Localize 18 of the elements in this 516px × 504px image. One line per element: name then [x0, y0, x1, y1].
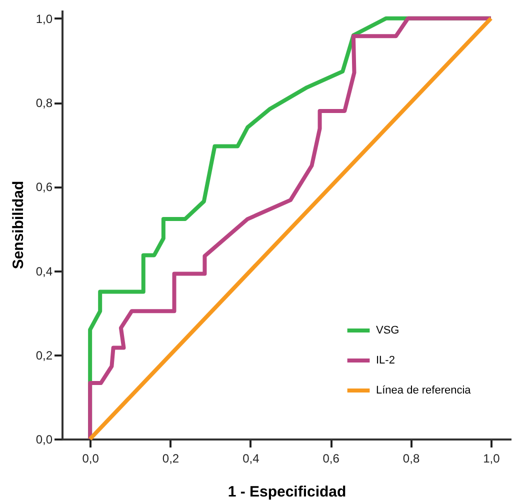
y-tick-label: 0,0: [36, 432, 53, 446]
x-axis-title: 1 - Especificidad: [228, 484, 346, 500]
legend-label: Línea de referencia: [376, 384, 472, 396]
x-tick-label: 0,4: [242, 452, 260, 466]
x-tick-label: 1,0: [483, 452, 500, 466]
x-tick-label: 0,2: [162, 452, 180, 466]
y-tick-label: 0,4: [36, 264, 53, 278]
x-tick-label: 0,8: [402, 452, 420, 466]
y-tick-label: 1,0: [36, 12, 53, 26]
y-axis-title: Sensibilidad: [10, 180, 27, 270]
legend-label: VSG: [376, 324, 400, 336]
y-tick-label: 0,6: [36, 180, 53, 194]
y-tick-label: 0,2: [36, 348, 53, 362]
x-tick-label: 0,6: [322, 452, 340, 466]
x-tick-label: 0,0: [82, 452, 100, 466]
legend-label: IL-2: [376, 354, 395, 366]
line-series: [88, 16, 493, 441]
y-tick-label: 0,8: [36, 96, 53, 110]
